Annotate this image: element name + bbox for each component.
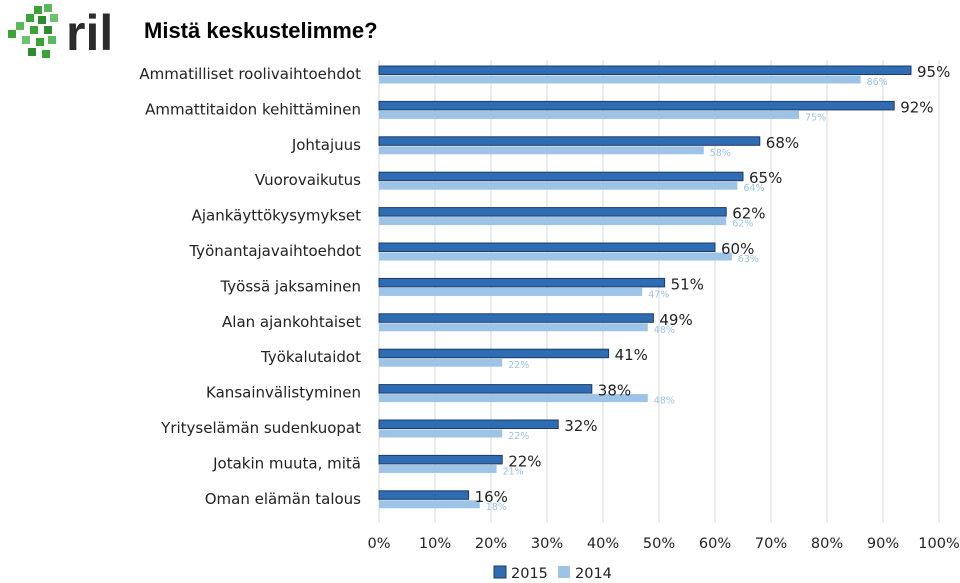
bar-2015: [378, 100, 895, 111]
category-label: Ammattitaidon kehittäminen: [145, 100, 361, 118]
bar-2015: [378, 313, 654, 323]
data-label-2015: 49%: [659, 311, 692, 329]
category-label: Ajankäyttökysymykset: [192, 207, 361, 225]
ril-logo: ril: [8, 4, 113, 61]
bar-2015: [378, 490, 470, 500]
data-label-2015: 38%: [598, 382, 631, 400]
data-label-2015: 95%: [917, 63, 950, 81]
category-label: Jotakin muuta, mitä: [212, 454, 361, 472]
bar-2014: [379, 500, 480, 509]
bar-2014: [379, 287, 643, 296]
data-label-2015: 32%: [564, 417, 597, 435]
bar-2015: [378, 242, 716, 252]
legend: 2015 2014: [493, 565, 612, 582]
bar-2015: [378, 65, 912, 75]
bar-2015: [378, 136, 761, 146]
logo-text: ril: [66, 5, 113, 61]
legend-swatch-2015: [493, 565, 507, 579]
category-label: Oman elämän talous: [205, 490, 361, 508]
bar-2014: [379, 323, 648, 332]
bar-2015: [378, 207, 727, 217]
x-axis-ticks: 0% 10% 20% 30% 40% 50% 60% 70% 80% 90% 100%: [367, 536, 959, 552]
legend-label-2015: 2015: [511, 566, 548, 582]
legend-swatch-2014: [558, 566, 570, 578]
x-tick-label: 20%: [475, 536, 507, 552]
data-label-2014: 75%: [805, 112, 826, 123]
data-label-2014: 62%: [732, 219, 753, 230]
bar-2014: [379, 429, 503, 438]
data-label-2015: 68%: [766, 134, 799, 152]
bar-2015: [378, 419, 559, 429]
data-label-2015: 92%: [900, 98, 933, 116]
bar-2015: [378, 171, 744, 182]
category-labels: Ammatilliset roolivaihtoehdot Ammattitaid…: [139, 65, 361, 508]
bar-2015: [378, 277, 666, 288]
data-label-2014: 47%: [648, 289, 669, 300]
bar-2015: [378, 384, 593, 394]
x-tick-label: 60%: [699, 536, 731, 552]
data-label-2015: 22%: [508, 452, 541, 470]
bar-2014: [379, 464, 497, 473]
data-label-2014: 58%: [710, 148, 731, 159]
data-label-2015: 41%: [615, 346, 648, 364]
bar-2015: [378, 454, 503, 465]
x-tick-label: 100%: [918, 536, 959, 552]
logo-cubes-icon: [8, 4, 58, 58]
data-labels: 95%86%92%75%68%58%65%64%62%62%60%63%51%4…: [475, 63, 951, 513]
category-label: Työkalutaidot: [260, 348, 361, 366]
bar-2014: [379, 394, 648, 403]
data-label-2015: 62%: [732, 205, 765, 223]
legend-label-2014: 2014: [575, 566, 612, 582]
category-label: Alan ajankohtaiset: [222, 313, 361, 331]
category-label: Työssä jaksaminen: [219, 277, 361, 295]
bar-2014: [379, 217, 727, 226]
x-tick-label: 30%: [531, 536, 563, 552]
category-label: Vuorovaikutus: [255, 171, 361, 189]
x-tick-label: 80%: [811, 536, 843, 552]
category-label: Ammatilliset roolivaihtoehdot: [139, 65, 361, 83]
data-label-2014: 22%: [508, 431, 529, 442]
x-tick-label: 40%: [587, 536, 619, 552]
data-label-2015: 51%: [671, 275, 704, 293]
x-tick-label: 50%: [643, 536, 675, 552]
category-label: Yrityselämän sudenkuopat: [160, 419, 361, 437]
bar-2014: [379, 146, 704, 155]
data-label-2014: 63%: [738, 254, 759, 265]
data-label-2014: 48%: [654, 325, 675, 336]
data-label-2014: 64%: [743, 183, 764, 194]
data-label-2014: 86%: [867, 77, 888, 88]
x-tick-label: 70%: [755, 536, 787, 552]
data-label-2015: 16%: [475, 488, 508, 506]
category-label: Työnantajavaihtoehdot: [188, 242, 361, 260]
category-label: Johtajuus: [291, 136, 361, 154]
chart-title: Mistä keskustelimme?: [144, 18, 378, 43]
bars: [378, 65, 912, 509]
x-tick-label: 10%: [419, 536, 451, 552]
bar-2014: [379, 181, 738, 190]
bar-2014: [379, 75, 861, 84]
category-label: Kansainvälistyminen: [206, 384, 361, 402]
data-label-2014: 21%: [503, 466, 524, 477]
data-label-2014: 18%: [486, 502, 507, 513]
bar-2014: [379, 110, 799, 119]
bar-2014: [379, 358, 503, 367]
bar-2014: [379, 252, 732, 261]
bar-2015: [378, 348, 610, 359]
data-label-2015: 65%: [749, 169, 782, 187]
x-tick-label: 90%: [867, 536, 899, 552]
data-label-2015: 60%: [721, 240, 754, 258]
data-label-2014: 48%: [654, 396, 675, 407]
data-label-2014: 22%: [508, 360, 529, 371]
x-tick-label: 0%: [367, 536, 390, 552]
